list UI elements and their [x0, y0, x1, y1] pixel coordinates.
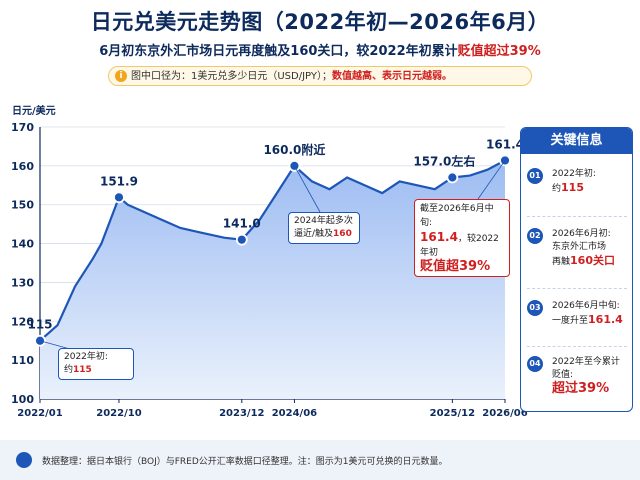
callout-end-value: 161.4	[420, 230, 458, 244]
key-info-panel: 关键信息 01 2022年初: 约115 02 2026年6月初: 东京外汇市场…	[520, 127, 633, 412]
y-tick-label: 110	[11, 354, 34, 367]
note-text: 图中口径为：1美元兑多少日元（USD/JPY）；	[131, 71, 332, 82]
point-marker	[113, 191, 125, 204]
info-prefix: 再触	[552, 257, 571, 267]
info-line: 贬值:	[552, 370, 574, 380]
y-tick-labels: 100 110 120 130 140 150 160 170	[11, 121, 34, 406]
callout-mid-value: 160	[333, 229, 352, 239]
measurement-note: i 图中口径为：1美元兑多少日元（USD/JPY）；数值越高、表示日元越弱。	[108, 66, 532, 86]
point-label: 160.0附近	[263, 142, 325, 157]
point-label: 157.0左右	[413, 154, 475, 169]
callout-connector	[477, 160, 506, 200]
x-tick-label: 2023/12	[219, 408, 264, 419]
callout-end: 截至2026年6月中旬: 161.4，较2022年初 贬值超39%	[414, 199, 510, 277]
callout-start: 2022年初: 约115	[58, 348, 134, 380]
bank-icon	[16, 452, 32, 468]
y-tick-label: 170	[11, 121, 34, 134]
info-icon: i	[115, 70, 127, 82]
callout-mid-prefix: 逼近/触及	[294, 229, 334, 239]
x-tick-label: 2025/12	[430, 408, 475, 419]
point-label: 161.4	[486, 137, 524, 151]
info-line: 2026年6月初:	[552, 229, 611, 239]
info-highlight: 161.4	[588, 313, 623, 326]
info-line: 2022年至今累计	[552, 357, 620, 367]
point-label: 141.0	[223, 217, 261, 231]
info-number: 02	[527, 228, 543, 244]
area-fill	[40, 160, 505, 399]
info-prefix: 约	[552, 184, 562, 194]
subtitle-highlight: 贬值超过39%	[457, 44, 541, 59]
y-axis-label: 日元/美元	[12, 106, 56, 117]
chart-subtitle: 6月初东京外汇市场日元再度触及160关口，较2022年初累计贬值超过39%	[0, 40, 640, 59]
divider	[527, 216, 627, 217]
series-line	[39, 159, 506, 342]
info-number: 04	[527, 356, 543, 372]
info-prefix: 一度升至	[552, 316, 589, 326]
y-tick-label: 120	[11, 315, 34, 328]
callout-end-line2: 161.4，较2022年初	[420, 230, 504, 260]
x-tick-labels: 2022/01 2022/10 2023/12 2024/06 2025/12 2026/…	[17, 408, 527, 419]
callout-end-line3: 贬值超39%	[420, 259, 491, 274]
footer: 数据整理：据日本银行（BOJ）与FRED公开汇率数据口径整理。注：图示为1美元可…	[0, 440, 640, 480]
x-tick-label: 2024/06	[272, 408, 317, 419]
panel-title: 关键信息	[521, 128, 632, 154]
note-highlight: 数值越高、表示日元越弱。	[331, 71, 452, 82]
callout-start-line1: 2022年初:	[64, 352, 108, 362]
callout-end-suffix: ，较2022年初	[420, 234, 499, 258]
point-label: 151.9	[100, 174, 138, 188]
callout-mid: 2024年起多次 逼近/触及160	[288, 212, 360, 244]
callout-mid-line1: 2024年起多次	[294, 216, 353, 226]
x-tick-label: 2026/06	[482, 408, 527, 419]
chart-title: 日元兑美元走势图（2022年初—2026年6月）	[90, 10, 550, 34]
y-tick-label: 100	[11, 393, 34, 406]
info-number: 01	[527, 168, 543, 184]
callout-connector	[39, 340, 71, 350]
y-tick-label: 160	[11, 160, 34, 173]
point-label: 115	[27, 318, 52, 332]
info-highlight: 超过39%	[552, 381, 610, 396]
callout-start-prefix: 约	[64, 365, 74, 375]
info-line: 2022年初:	[552, 169, 596, 179]
info-line: 东京外汇市场	[552, 242, 607, 252]
divider	[527, 346, 627, 347]
subtitle-text: 6月初东京外汇市场日元再度触及160关口，较2022年初累计	[99, 44, 458, 59]
y-tick-label: 140	[11, 238, 34, 251]
x-tick-label: 2022/10	[96, 408, 141, 419]
info-line: 2026年6月中旬:	[552, 301, 620, 311]
info-text: 2026年6月中旬: 一度升至161.4	[552, 300, 632, 328]
point-marker	[446, 171, 459, 184]
info-text: 2022年初: 约115	[552, 168, 632, 196]
info-text: 2022年至今累计 贬值: 超过39%	[552, 356, 632, 395]
info-highlight: 160关口	[570, 254, 615, 267]
callout-mid-line2: 逼近/触及160	[294, 228, 354, 241]
footer-text: 数据整理：据日本银行（BOJ）与FRED公开汇率数据口径整理。注：图示为1美元可…	[42, 457, 448, 467]
callout-end-line1: 截至2026年6月中旬:	[420, 204, 494, 228]
info-line: 再触160关口	[552, 254, 632, 269]
divider	[527, 288, 627, 289]
point-labels: 115 151.9 141.0 160.0附近 157.0左右 161.4	[27, 137, 524, 331]
x-tick-label: 2022/01	[17, 408, 62, 419]
y-tick-label: 130	[11, 276, 34, 289]
info-highlight: 115	[561, 181, 584, 194]
y-tick-label: 150	[11, 199, 34, 212]
point-markers	[34, 154, 511, 350]
info-text: 2026年6月初: 东京外汇市场 再触160关口	[552, 228, 632, 269]
callout-start-value: 115	[73, 365, 92, 375]
point-marker	[235, 233, 248, 246]
info-number: 03	[527, 300, 543, 316]
callout-connector	[294, 165, 321, 213]
callout-start-line2: 约115	[64, 364, 128, 377]
info-line: 约115	[552, 181, 632, 196]
info-line: 一度升至161.4	[552, 313, 632, 328]
